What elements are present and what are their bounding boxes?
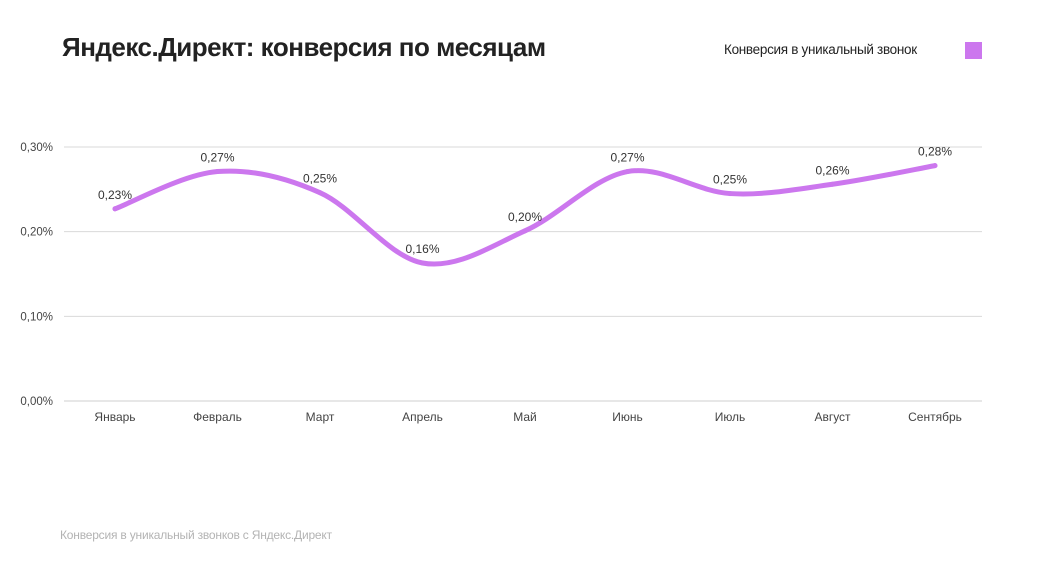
x-tick-label: Февраль — [193, 410, 242, 424]
data-point — [625, 169, 630, 175]
data-label: 0,25% — [303, 172, 337, 186]
x-tick-label: Июль — [715, 410, 746, 424]
data-point — [932, 163, 938, 169]
series-layer — [112, 163, 938, 267]
x-tick-label: Март — [306, 410, 335, 424]
x-tick-label: Июнь — [612, 410, 643, 424]
data-label: 0,20% — [508, 210, 542, 224]
data-label: 0,16% — [405, 242, 439, 256]
legend: Конверсия в уникальный звонок — [724, 42, 984, 60]
y-tick-label: 0,30% — [20, 142, 53, 154]
data-point — [727, 191, 733, 197]
grid-layer — [64, 146, 982, 402]
data-point — [420, 260, 425, 266]
data-label: 0,25% — [713, 173, 747, 187]
x-tick-label: Сентябрь — [908, 410, 962, 424]
x-axis-labels: Январь Февраль Март Апрель Май Июнь Июль Август… — [94, 410, 961, 424]
data-point — [112, 206, 118, 212]
y-tick-label: 0,00% — [20, 396, 53, 408]
data-label: 0,23% — [98, 188, 132, 202]
data-point — [522, 228, 528, 234]
x-tick-label: Август — [814, 410, 851, 424]
data-label: 0,26% — [815, 163, 849, 177]
data-label: 0,28% — [918, 145, 952, 159]
x-tick-label: Январь — [94, 410, 135, 424]
footnote: Конверсия в уникальный звонков с Яндекс.… — [60, 528, 332, 542]
data-point — [830, 181, 835, 187]
y-axis-labels: 0,00% 0,10% 0,20% 0,30% — [20, 142, 53, 408]
chart-title: Яндекс.Директ: конверсия по месяцам — [62, 32, 546, 62]
data-point — [317, 190, 323, 196]
y-tick-label: 0,20% — [20, 227, 53, 239]
x-tick-label: Апрель — [402, 410, 443, 424]
legend-swatch — [965, 42, 982, 59]
data-labels: 0,23% 0,27% 0,25% 0,16% 0,20% 0,27% 0,25% 0,26%… — [98, 145, 952, 256]
y-tick-label: 0,10% — [20, 311, 53, 323]
data-point — [215, 169, 220, 175]
legend-label: Конверсия в уникальный звонок — [724, 42, 917, 57]
data-label: 0,27% — [610, 151, 644, 165]
data-label: 0,27% — [200, 151, 234, 165]
x-tick-label: Май — [513, 410, 537, 424]
